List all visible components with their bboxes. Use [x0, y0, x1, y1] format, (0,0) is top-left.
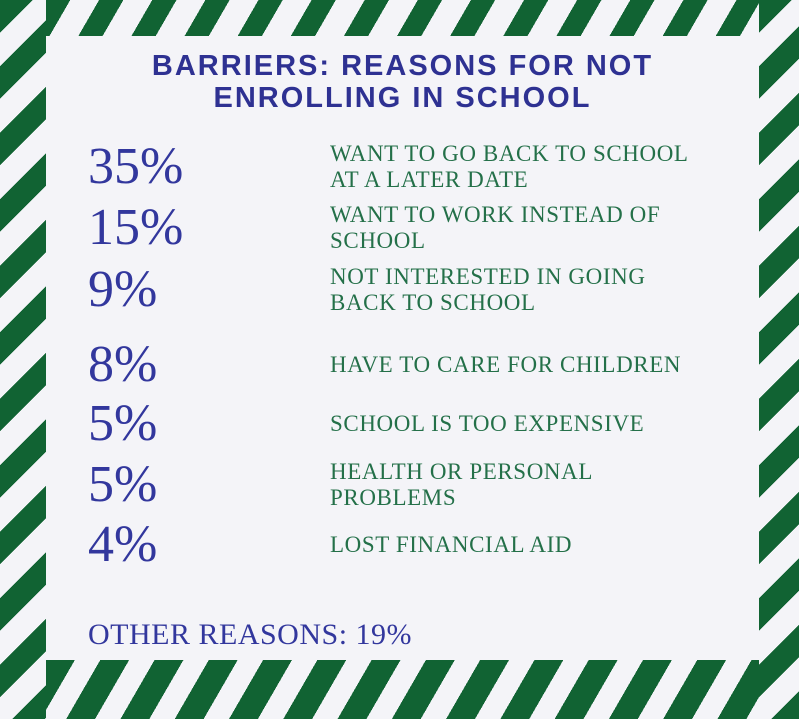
stat-row: 9% NOT INTERESTED IN GOING BACK TO SCHOO…: [88, 259, 759, 321]
stat-row: 5% SCHOOL IS TOO EXPENSIVE: [88, 392, 759, 455]
stat-percent-value: 5%: [88, 456, 158, 513]
stat-label: SCHOOL IS TOO EXPENSIVE: [330, 411, 725, 437]
stat-label-line: HAVE TO CARE FOR CHILDREN: [330, 351, 682, 377]
stat-label-line: BACK TO SCHOOL: [330, 290, 536, 315]
stat-label: WANT TO GO BACK TO SCHOOL AT A LATER DAT…: [330, 141, 725, 193]
stat-label-line: LOST FINANCIAL AID: [330, 532, 573, 557]
stat-label: LOST FINANCIAL AID: [330, 532, 725, 558]
stat-row: 15% WANT TO WORK INSTEAD OF SCHOOL: [88, 197, 759, 259]
stat-label: WANT TO WORK INSTEAD OF SCHOOL: [330, 202, 725, 254]
stat-percent-value: 35%: [88, 138, 184, 195]
stat-percent-value: 8%: [88, 335, 158, 393]
stat-label-line: WANT TO WORK INSTEAD OF: [330, 202, 661, 227]
stat-row: 5% HEALTH OR PERSONAL PROBLEMS: [88, 455, 759, 515]
stat-label-line: HEALTH OR PERSONAL: [330, 459, 593, 484]
striped-border-right: [759, 0, 799, 719]
stat-percent-value: 4%: [88, 516, 158, 573]
stat-label-line: WANT TO GO BACK TO SCHOOL: [330, 141, 689, 166]
stat-list: 35% WANT TO GO BACK TO SCHOOL AT A LATER…: [46, 137, 759, 575]
content-panel: BARRIERS: REASONS FOR NOT ENROLLING IN S…: [46, 36, 759, 660]
page-title-line-2: ENROLLING IN SCHOOL: [213, 82, 592, 114]
stat-row: 35% WANT TO GO BACK TO SCHOOL AT A LATER…: [88, 137, 759, 197]
page-title: BARRIERS: REASONS FOR NOT ENROLLING IN S…: [46, 50, 759, 114]
other-reasons-note: OTHER REASONS: 19%: [88, 618, 413, 651]
stat-label-line: AT A LATER DATE: [330, 167, 529, 192]
stat-label: HAVE TO CARE FOR CHILDREN: [330, 352, 725, 378]
striped-border-bottom: [46, 660, 759, 719]
stat-percent-value: 5%: [88, 394, 158, 452]
stat-row: 8% HAVE TO CARE FOR CHILDREN: [88, 335, 759, 393]
stat-percent-value: 9%: [88, 261, 158, 318]
stat-label-line: PROBLEMS: [330, 485, 457, 510]
stat-percent-value: 15%: [88, 199, 184, 256]
stat-label: HEALTH OR PERSONAL PROBLEMS: [330, 459, 725, 511]
page-title-line-1: BARRIERS: REASONS FOR NOT: [151, 50, 654, 82]
stat-label-line: SCHOOL IS TOO EXPENSIVE: [330, 410, 645, 436]
striped-border-left: [0, 0, 46, 719]
stat-label: NOT INTERESTED IN GOING BACK TO SCHOOL: [330, 264, 725, 316]
stat-row: 4% LOST FINANCIAL AID: [88, 515, 759, 575]
stat-label-line: SCHOOL: [330, 228, 426, 253]
stat-label-line: NOT INTERESTED IN GOING: [330, 264, 646, 289]
striped-border-top: [46, 0, 759, 36]
